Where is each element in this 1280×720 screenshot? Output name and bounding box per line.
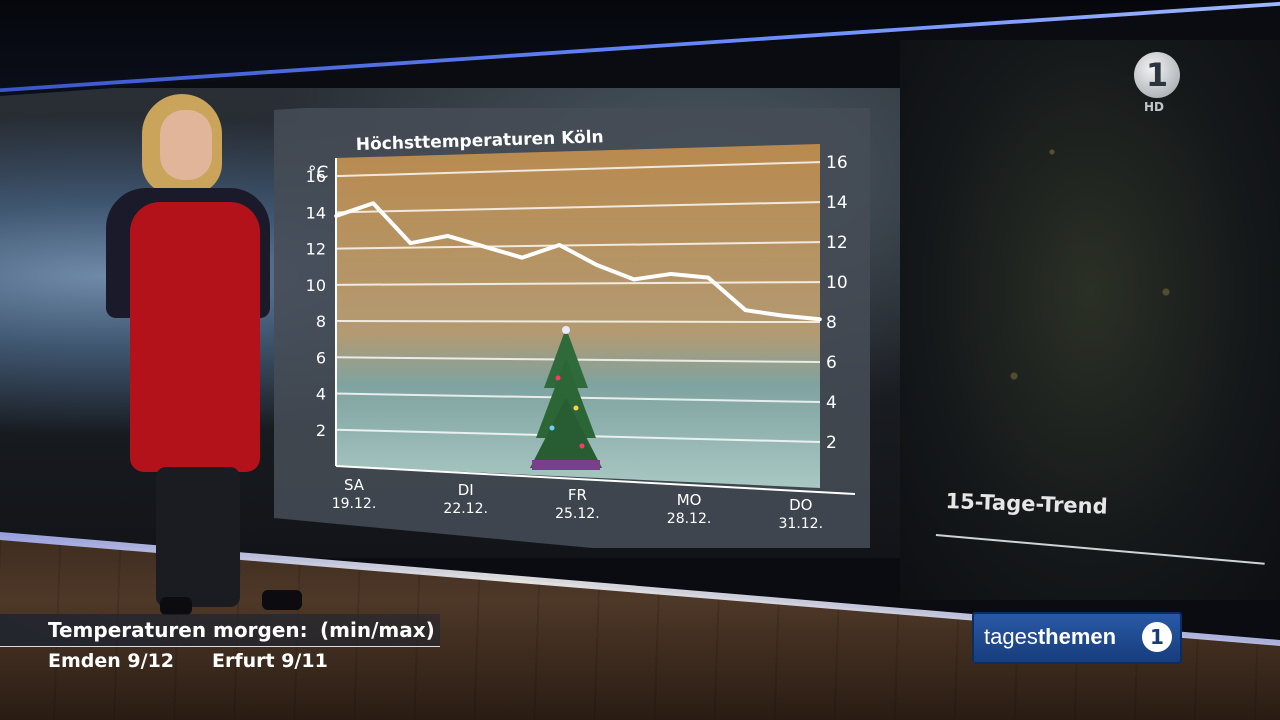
temperature-chart: Höchsttemperaturen Köln °C 246810121416 … [274, 108, 870, 548]
data-point [594, 263, 599, 267]
y-axis-unit: °C [308, 163, 328, 183]
data-point [334, 214, 338, 218]
data-point [706, 275, 711, 280]
ticker-separator [0, 646, 440, 647]
data-point [408, 241, 413, 245]
ticker-header-bar [0, 614, 440, 646]
tagesthemen-wordmark: tagesthemen [984, 624, 1116, 650]
data-point [520, 255, 524, 260]
temperature-ticker: Temperaturen morgen: (min/max) Emden 9/1… [0, 614, 440, 678]
data-point [445, 234, 450, 238]
brand-themen: themen [1037, 624, 1117, 649]
y-tick-label-right: 16 [826, 153, 848, 173]
x-tick-label-day: MO [677, 491, 702, 509]
y-tick-label-right: 6 [826, 353, 837, 373]
y-tick-label-right: 10 [826, 273, 848, 293]
presenter-face [160, 110, 212, 180]
presenter-legs [156, 467, 240, 607]
y-tick-label-left: 14 [306, 203, 326, 222]
y-tick-label-left: 2 [316, 421, 326, 440]
data-point [743, 308, 748, 312]
y-tick-label-left: 10 [306, 276, 326, 295]
ticker-city-2: Erfurt 9/11 [212, 650, 328, 672]
ard-circle-icon: 1 [1142, 622, 1172, 652]
x-tick-label-date: 22.12. [443, 501, 488, 517]
hd-badge: HD [1144, 100, 1165, 114]
grid-line [335, 281, 821, 286]
data-point [483, 244, 487, 249]
y-tick-label-right: 4 [826, 393, 837, 413]
series-line-max-temperature [335, 201, 821, 322]
brand-tages: tages [984, 624, 1038, 649]
x-tick-label-date: 31.12. [779, 516, 824, 532]
x-axis-labels: SA 19.12. DI 22.12. FR 25.12. MO 28.12. DO 31.12. [332, 476, 823, 532]
y-tick-label-left: 12 [306, 240, 326, 259]
y-tick-label-left: 6 [316, 348, 326, 367]
x-tick-label-day: FR [568, 486, 587, 504]
data-point [557, 243, 562, 247]
y-tick-label-left: 4 [316, 385, 326, 404]
x-tick-label-date: 28.12. [667, 511, 712, 527]
grid-line [335, 320, 821, 324]
y-axis-right: 2 4 6 8 10 12 14 16 [826, 153, 848, 453]
y-tick-label-right: 14 [826, 193, 848, 213]
y-tick-label-right: 8 [826, 313, 837, 333]
y-tick-label-right: 12 [826, 233, 848, 253]
x-tick-label-date: 25.12. [555, 506, 600, 522]
data-point [780, 313, 785, 318]
weather-presenter [100, 92, 302, 622]
ticker-label: Temperaturen morgen: [48, 618, 308, 642]
christmas-tree-background [900, 40, 1280, 600]
grid-line [335, 161, 821, 178]
x-axis-line [335, 465, 856, 495]
grid-line [335, 241, 821, 250]
data-point [818, 317, 822, 322]
data-point [632, 277, 636, 282]
x-tick-label-date: 19.12. [332, 496, 377, 512]
grid-line [335, 356, 821, 364]
data-point [371, 201, 376, 206]
presenter-dress [130, 202, 260, 472]
grid-line [335, 201, 821, 214]
ard-logo-icon: 1 [1134, 52, 1180, 98]
y-tick-label-right: 2 [826, 433, 837, 453]
presenter-shoe-right [262, 590, 302, 610]
ticker-range-label: (min/max) [320, 618, 435, 642]
tagesthemen-logo: tagesthemen 1 [972, 612, 1182, 664]
christmas-tree-icon [530, 326, 602, 470]
data-point [669, 272, 673, 276]
y-tick-label-left: 16 [306, 167, 326, 186]
x-tick-label-day: DO [789, 496, 812, 514]
ticker-city-1: Emden 9/12 [48, 650, 175, 672]
x-tick-label-day: DI [458, 481, 474, 499]
x-tick-label-day: SA [344, 476, 365, 494]
y-tick-label-left: 8 [316, 312, 326, 331]
presenter-shoe-left [160, 597, 192, 615]
plot-area [336, 144, 820, 488]
series-points [334, 201, 822, 322]
y-axis-left: 2 4 6 8 10 12 14 16 [306, 167, 326, 440]
